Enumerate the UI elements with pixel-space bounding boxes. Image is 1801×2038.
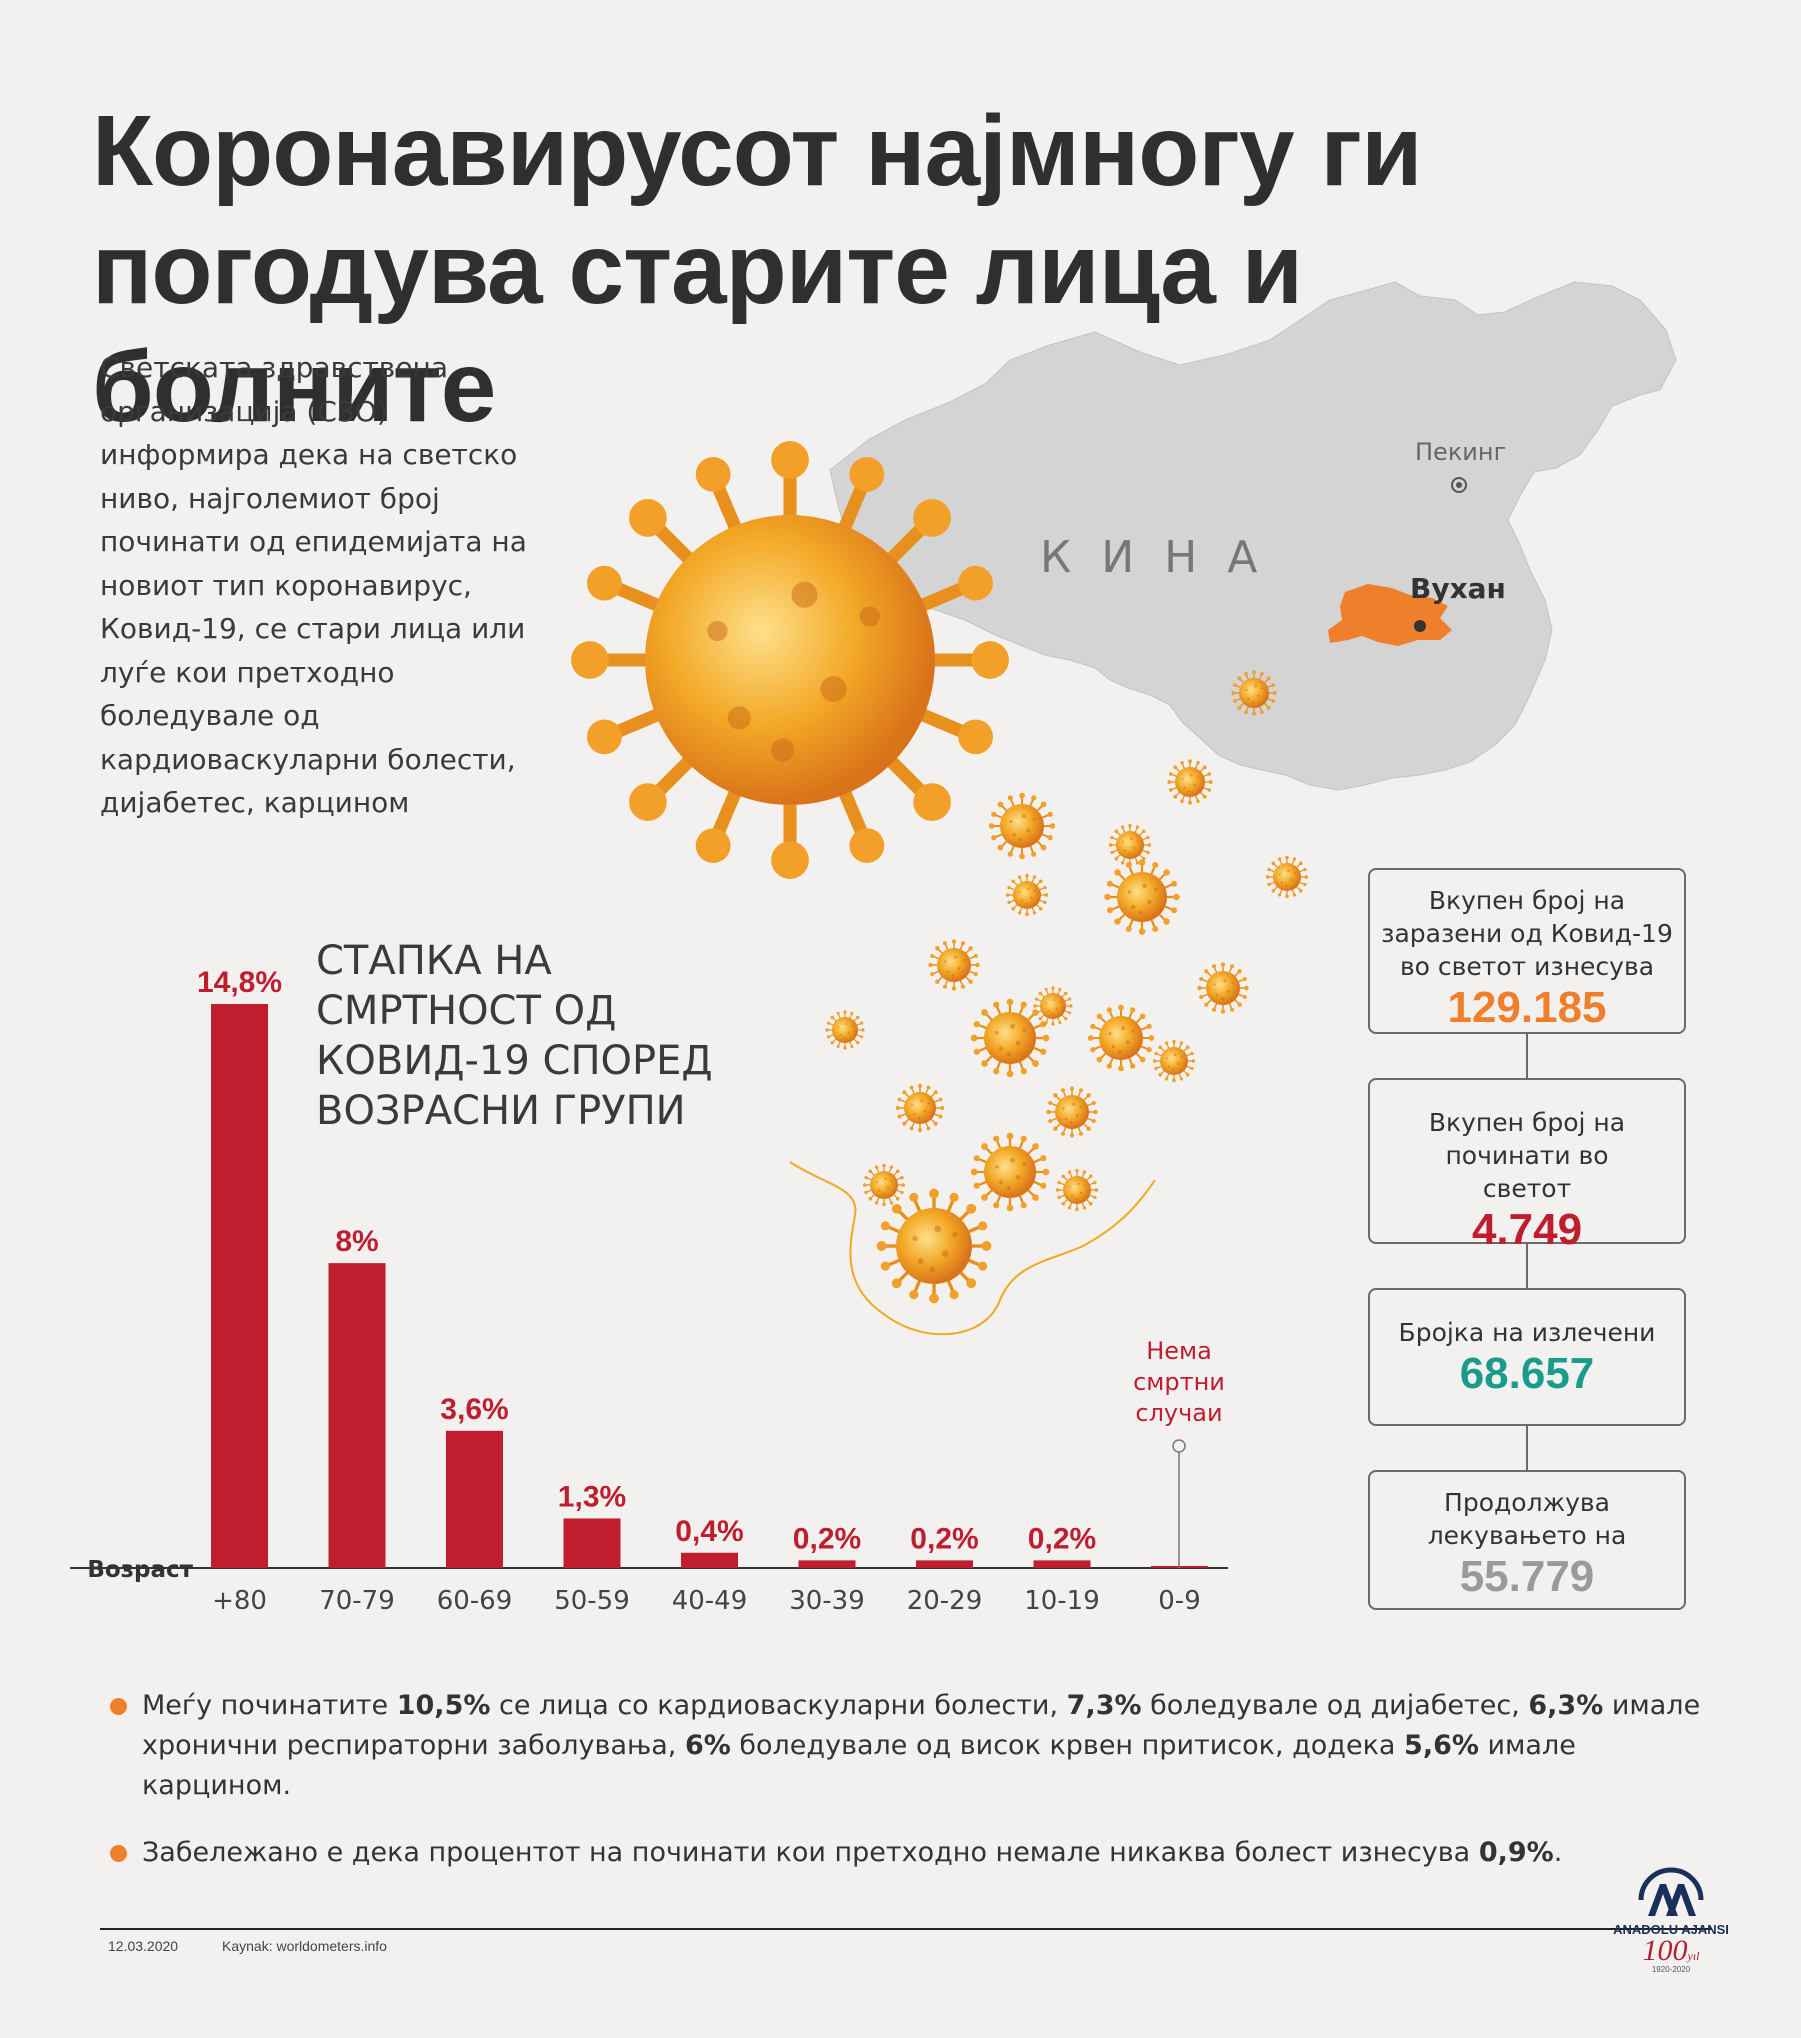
x-tick-label: 30-39: [789, 1586, 865, 1616]
stat-label: Бројка на излечени: [1398, 1318, 1656, 1347]
x-tick-label: +80: [212, 1586, 267, 1616]
capital-label: Пекинг: [1415, 438, 1506, 466]
logo-hundred: 100: [1642, 1934, 1688, 1967]
note-text: Меѓу починатите 10,5% се лица со кардиов…: [142, 1690, 1701, 1801]
bar-value-label: 0,2%: [1028, 1522, 1096, 1555]
stat-connector: [1526, 1034, 1528, 1078]
stat-connector: [1526, 1426, 1528, 1470]
stat-box-recovered: Бројка на излечени 68.657: [1368, 1288, 1686, 1426]
note-item: Меѓу починатите 10,5% се лица со кардиов…: [110, 1686, 1730, 1806]
bar-30-39: [798, 1560, 856, 1568]
stat-box-infected: Вкупен број на заразени од Ковид-19 во с…: [1368, 868, 1686, 1034]
no-deaths-annotation: Нема смртни случаи: [1133, 1337, 1225, 1427]
stat-box-deaths: Вкупен број на починати во светот 4.749: [1368, 1078, 1686, 1253]
bar-40-49: [681, 1552, 738, 1568]
stat-value: 55.779: [1459, 1552, 1595, 1601]
logo-name: ANADOLU AJANSI: [1613, 1922, 1729, 1937]
stat-value: 4.749: [1471, 1205, 1583, 1254]
country-label: К И Н А: [1040, 532, 1265, 583]
bar-10-19: [1033, 1560, 1091, 1568]
stat-label: Вкупен број на починати во светот: [1428, 1108, 1626, 1203]
wuhan-marker: [1414, 620, 1426, 632]
footer-date: 12.03.2020: [108, 1938, 179, 1954]
x-tick-label: 40-49: [672, 1586, 748, 1616]
logo-years: 1920-2020: [1651, 1965, 1691, 1974]
stat-connector: [1526, 1244, 1528, 1288]
x-tick-label: 70-79: [319, 1586, 395, 1616]
stat-value: 129.185: [1447, 983, 1607, 1032]
footer-source: Kaynak: worldometers.info: [222, 1938, 387, 1954]
x-axis-label: Возраст: [87, 1557, 193, 1583]
stat-box-in-treatment: Продолжува лекувањето на 55.779: [1368, 1470, 1686, 1610]
city-label: Вухан: [1410, 572, 1506, 605]
annotation-marker: [1172, 1439, 1186, 1453]
chart-title: СТАПКА НА СМРТНОСТ ОД КОВИД-19 СПОРЕД ВО…: [316, 938, 713, 1134]
note-text: Забележано е дека процентот на починати …: [142, 1837, 1563, 1868]
bar-50-59: [563, 1518, 621, 1568]
bullet-icon: [110, 1845, 127, 1862]
bar-70-79: [328, 1263, 386, 1568]
x-tick-label: 50-59: [554, 1586, 630, 1616]
bar-+80: [211, 1004, 268, 1568]
x-tick-label: 0-9: [1158, 1586, 1200, 1616]
bar-20-29: [916, 1560, 973, 1568]
anniversary-mark: 100yıl: [1610, 1934, 1732, 1967]
bar-value-label: 0,2%: [910, 1522, 978, 1555]
bar-value-label: 1,3%: [558, 1480, 626, 1513]
stat-label: Вкупен број на заразени од Ковид-19 во с…: [1381, 886, 1673, 981]
bar-60-69: [446, 1430, 503, 1568]
beijing-marker: [1451, 477, 1467, 493]
x-tick-label: 20-29: [907, 1586, 983, 1616]
footer-divider: [100, 1928, 1712, 1930]
bar-value-label: 8%: [335, 1225, 378, 1258]
bar-value-label: 14,8%: [197, 966, 282, 999]
intro-text: Светската здравствена организација (СЗО)…: [100, 351, 527, 819]
anadolu-logo: ANADOLU AJANSI 100yıl 1920-2020: [1610, 1866, 1732, 1974]
bar-value-label: 0,2%: [793, 1522, 861, 1555]
china-land-shape: [829, 281, 1677, 791]
bar-value-label: 0,4%: [675, 1515, 743, 1548]
page-title: Коронавирусот најмногу ги погодува стари…: [92, 95, 1423, 443]
stat-label: Продолжува лекувањето на: [1427, 1488, 1627, 1550]
notes-list: Меѓу починатите 10,5% се лица со кардиов…: [110, 1686, 1730, 1900]
x-tick-label: 10-19: [1024, 1586, 1100, 1616]
logo-yil: yıl: [1687, 1949, 1700, 1963]
stat-value: 68.657: [1459, 1349, 1595, 1398]
note-item: Забележано е дека процентот на починати …: [110, 1833, 1730, 1873]
virus-cluster-curve: [789, 1161, 1156, 1336]
x-tick-label: 60-69: [437, 1586, 513, 1616]
bar-value-label: 3,6%: [440, 1393, 508, 1426]
aa-logo-icon: [1638, 1867, 1704, 1916]
bullet-icon: [110, 1698, 127, 1715]
